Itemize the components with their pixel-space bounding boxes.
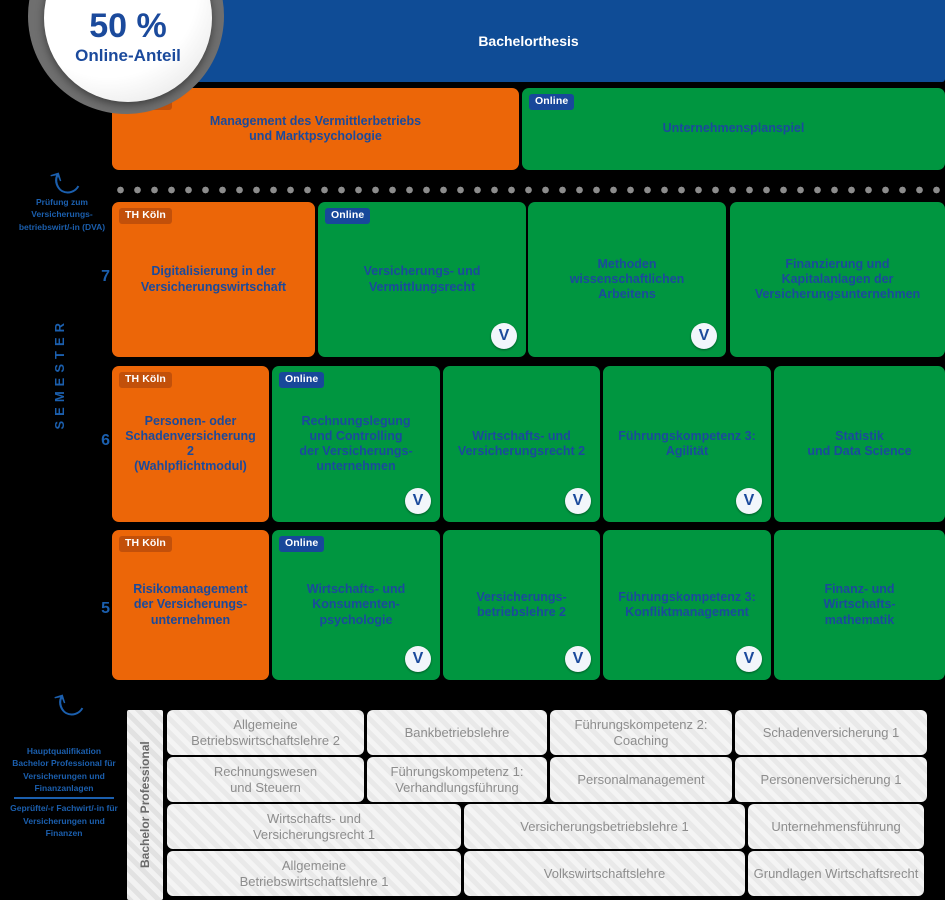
module-card[interactable]: TH Köln Digitalisierung in der Versicheru…	[112, 202, 315, 357]
divider	[14, 797, 114, 800]
online-badge: Online	[279, 536, 325, 553]
bachelorthesis-banner: Bachelorthesis	[112, 0, 945, 82]
bp-table-cell[interactable]: Bankbetriebslehre	[367, 710, 547, 755]
module-card[interactable]: Online Wirtschafts- und Konsumenten- psyc…	[272, 530, 440, 680]
v-marker-icon: V	[565, 646, 591, 672]
semester-number-7: 7	[101, 268, 110, 285]
module-title: Methoden wissenschaftlichen Arbeitens	[569, 256, 685, 302]
online-badge: Online	[279, 372, 325, 389]
v-marker-icon: V	[565, 488, 591, 514]
bp-table-row: Allgemeine Betriebswirtschaftslehre 2 Ban…	[167, 710, 945, 755]
online-badge: Online	[325, 208, 371, 225]
th-koeln-badge: TH Köln	[119, 536, 172, 553]
semester-number-5: 5	[101, 600, 110, 617]
module-title: Unternehmensplanspiel	[662, 121, 805, 136]
module-card[interactable]: Online Unternehmensplanspiel	[522, 88, 945, 170]
online-badge: Online	[529, 94, 575, 111]
bp-table-row: Rechnungswesen und Steuern Führungskompet…	[167, 757, 945, 802]
module-card[interactable]: Statistik und Data Science	[774, 366, 945, 522]
row-separator-dots	[112, 186, 945, 194]
module-card[interactable]: Finanz- und Wirtschafts- mathematik	[774, 530, 945, 680]
module-title: Führungskompetenz 3: Konfliktmanagement	[618, 589, 756, 619]
module-title: Management des Vermittlerbetriebs und Ma…	[209, 113, 422, 143]
bp-table-cell[interactable]: Versicherungsbetriebslehre 1	[464, 804, 745, 849]
bp-table-cell[interactable]: Allgemeine Betriebswirtschaftslehre 1	[167, 851, 461, 896]
module-title: Versicherungs- betriebslehre 2	[476, 589, 567, 619]
bp-table-cell[interactable]: Unternehmensführung	[748, 804, 924, 849]
bp-table-cell[interactable]: Personenversicherung 1	[735, 757, 927, 802]
online-share-label: Online-Anteil	[75, 46, 181, 65]
v-marker-icon: V	[736, 488, 762, 514]
module-card[interactable]: Führungskompetenz 3: Konfliktmanagement V	[603, 530, 771, 680]
v-marker-icon: V	[405, 488, 431, 514]
qualification-note-bottom-part2: Geprüfte/-r Fachwirt/-in für Versicherun…	[10, 803, 118, 838]
module-title: Versicherungs- und Vermittlungsrecht	[363, 264, 481, 294]
module-card[interactable]: TH KölnManagement des Vermittlerbetriebs…	[112, 88, 519, 170]
semester-axis-label: SEMESTER	[52, 318, 67, 430]
semester-number-6: 6	[101, 432, 110, 449]
qualification-note-top: Prüfung zum Versicherungs- betriebswirt/…	[18, 197, 106, 232]
th-koeln-badge: TH Köln	[119, 208, 172, 225]
module-card[interactable]: TH Köln Personen- oder Schadenversicherun…	[112, 366, 269, 522]
module-title: Wirtschafts- und Versicherungsrecht 2	[457, 428, 586, 458]
qualification-note-bottom-part1: Hauptqualifikation Bachelor Professional…	[12, 746, 116, 793]
bp-table-cell[interactable]: Grundlagen Wirtschaftsrecht	[748, 851, 924, 896]
bp-table-cell[interactable]: Allgemeine Betriebswirtschaftslehre 2	[167, 710, 364, 755]
module-card[interactable]: Methoden wissenschaftlichen Arbeitens V	[528, 202, 726, 357]
bp-table-cell[interactable]: Führungskompetenz 2: Coaching	[550, 710, 732, 755]
module-card[interactable]: Online Versicherungs- und Vermittlungsrec…	[318, 202, 526, 357]
module-title: Rechnungslegung und Controlling der Vers…	[299, 413, 413, 474]
module-title: Personen- oder Schadenversicherung 2 (Wa…	[125, 413, 256, 474]
qualification-note-bottom: Hauptqualifikation Bachelor Professional…	[8, 745, 120, 839]
v-marker-icon: V	[691, 323, 717, 349]
bp-table-cell[interactable]: Rechnungswesen und Steuern	[167, 757, 364, 802]
th-koeln-badge: TH Köln	[119, 372, 172, 389]
module-title: Führungskompetenz 3: Agilität	[618, 428, 756, 458]
v-marker-icon: V	[736, 646, 762, 672]
online-share-percent: 50 %	[89, 7, 167, 45]
module-title: Digitalisierung in der Versicherungswirt…	[140, 264, 287, 294]
v-marker-icon: V	[491, 323, 517, 349]
module-card[interactable]: Führungskompetenz 3: Agilität V	[603, 366, 771, 522]
module-title: Statistik und Data Science	[807, 428, 912, 458]
bp-table-row: Allgemeine Betriebswirtschaftslehre 1 Vol…	[167, 851, 945, 896]
v-marker-icon: V	[405, 646, 431, 672]
module-card[interactable]: TH Köln Risikomanagement der Versicherung…	[112, 530, 269, 680]
module-title: Risikomanagement der Versicherungs- unte…	[133, 582, 248, 627]
module-card[interactable]: Wirtschafts- und Versicherungsrecht 2 V	[443, 366, 600, 522]
bp-table-cell[interactable]: Wirtschafts- und Versicherungsrecht 1	[167, 804, 461, 849]
module-card[interactable]: Versicherungs- betriebslehre 2 V	[443, 530, 600, 680]
bp-table-cell[interactable]: Schadenversicherung 1	[735, 710, 927, 755]
module-title: Wirtschafts- und Konsumenten- psychologi…	[306, 582, 406, 627]
module-card[interactable]: Finanzierung und Kapitalanlagen der Vers…	[730, 202, 945, 357]
module-card[interactable]: Online Rechnungslegung und Controlling de…	[272, 366, 440, 522]
bp-table-cell[interactable]: Führungskompetenz 1: Verhandlungsführung	[367, 757, 547, 802]
arrow-up-icon-bottom: ⤻	[46, 682, 91, 727]
bp-table-cell[interactable]: Volkswirtschaftslehre	[464, 851, 745, 896]
module-title: Finanz- und Wirtschafts- mathematik	[823, 582, 896, 627]
bp-table-cell[interactable]: Personalmanagement	[550, 757, 732, 802]
bachelor-professional-label: Bachelor Professional	[127, 710, 163, 900]
module-title: Finanzierung und Kapitalanlagen der Vers…	[754, 256, 921, 302]
bp-table-row: Wirtschafts- und Versicherungsrecht 1 Ver…	[167, 804, 945, 849]
bachelorthesis-label: Bachelorthesis	[478, 33, 579, 49]
bachelor-professional-table: Bachelor Professional Allgemeine Betrieb…	[127, 710, 945, 900]
